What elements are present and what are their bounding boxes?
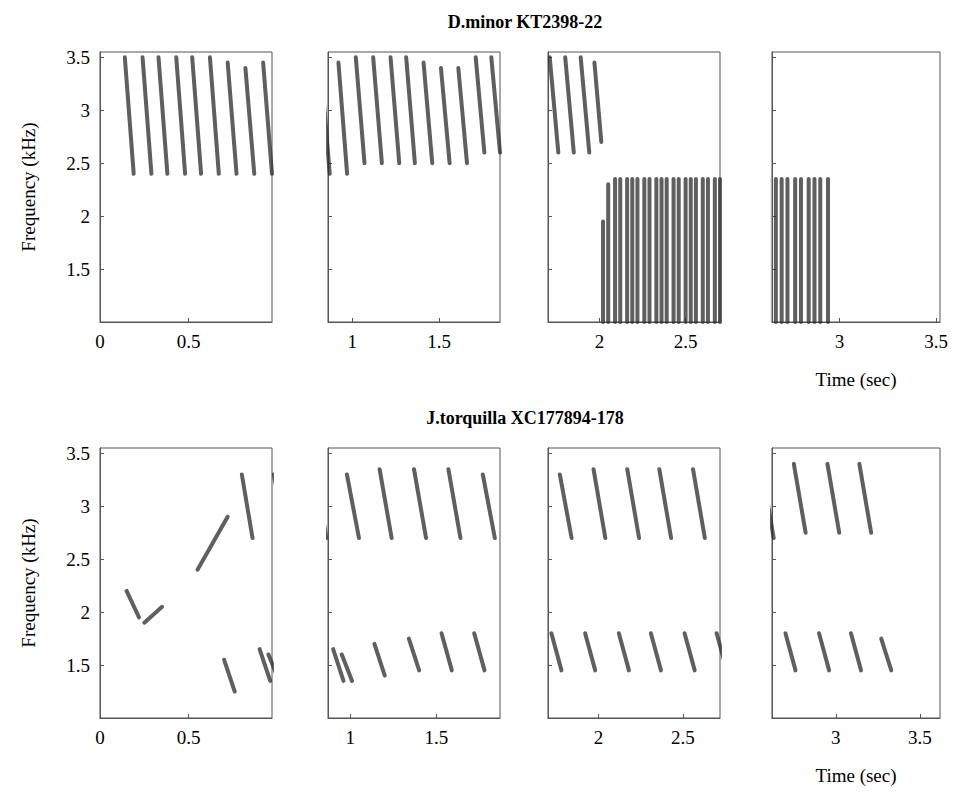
svg-text:3.5: 3.5 [66,443,90,464]
svg-text:0.5: 0.5 [177,331,201,352]
svg-text:D.minor KT2398-22: D.minor KT2398-22 [448,12,603,32]
svg-text:3.5: 3.5 [924,331,948,352]
svg-text:2: 2 [81,206,91,227]
svg-text:3.5: 3.5 [908,727,932,748]
svg-text:0: 0 [95,331,105,352]
svg-text:2.5: 2.5 [66,549,90,570]
svg-text:3.5: 3.5 [66,47,90,68]
svg-text:3: 3 [81,496,91,517]
svg-text:1.5: 1.5 [66,655,90,676]
svg-text:1.5: 1.5 [66,259,90,280]
svg-text:3: 3 [81,100,91,121]
svg-text:1: 1 [346,727,356,748]
svg-text:J.torquilla XC177894-178: J.torquilla XC177894-178 [426,408,624,428]
svg-text:3: 3 [835,331,845,352]
svg-text:2.5: 2.5 [66,153,90,174]
svg-text:1.5: 1.5 [424,727,448,748]
svg-text:2: 2 [594,727,604,748]
svg-text:Frequency (kHz): Frequency (kHz) [18,518,40,647]
svg-text:0.5: 0.5 [177,727,201,748]
svg-text:3: 3 [831,727,841,748]
svg-text:Time (sec): Time (sec) [815,765,896,787]
svg-text:2.5: 2.5 [674,331,698,352]
svg-text:Time (sec): Time (sec) [815,369,896,391]
svg-text:2.5: 2.5 [671,727,695,748]
svg-text:2: 2 [595,331,605,352]
svg-text:0: 0 [95,727,105,748]
svg-text:1.5: 1.5 [427,331,451,352]
svg-text:2: 2 [81,602,91,623]
svg-text:Frequency (kHz): Frequency (kHz) [18,122,40,251]
svg-text:1: 1 [348,331,358,352]
